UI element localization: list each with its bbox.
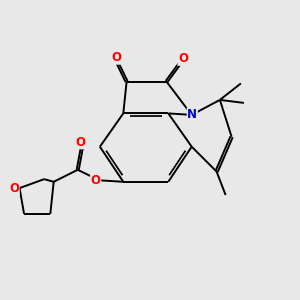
Text: O: O [9, 182, 19, 195]
Text: O: O [91, 174, 101, 187]
Text: O: O [111, 51, 121, 64]
Text: N: N [187, 108, 197, 121]
Text: O: O [178, 52, 188, 65]
Text: O: O [76, 136, 86, 149]
